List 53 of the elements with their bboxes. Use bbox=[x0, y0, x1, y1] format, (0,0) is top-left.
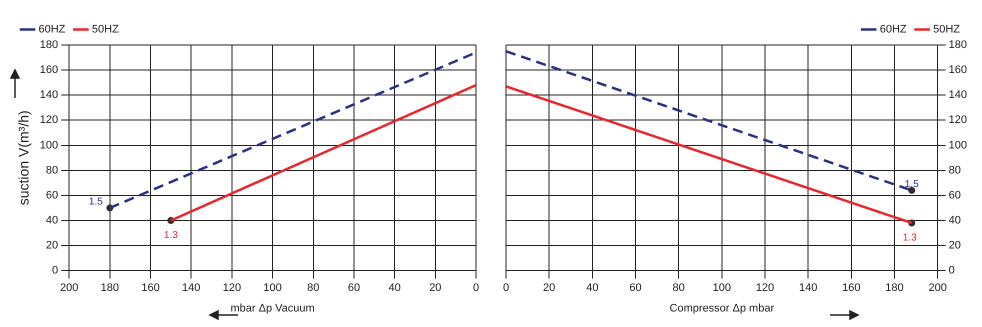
x-tick-label: 0 bbox=[502, 282, 510, 294]
x-axis-title: Compressor Δp mbar bbox=[670, 302, 774, 314]
x-tick-label: 60 bbox=[629, 282, 642, 294]
x-tick-label: 100 bbox=[712, 282, 732, 294]
y-tick-label: 40 bbox=[948, 214, 961, 226]
x-tick-label: 40 bbox=[388, 282, 401, 294]
x-tick-label: 140 bbox=[798, 282, 818, 294]
x-tick-label: 0 bbox=[472, 282, 480, 294]
annotation: 1.5 bbox=[904, 179, 920, 190]
x-tick-label: 160 bbox=[842, 282, 860, 294]
y-tick-label: 140 bbox=[40, 89, 58, 102]
legend-label: 50HZ bbox=[92, 24, 120, 36]
x-tick-label: 160 bbox=[141, 282, 160, 294]
x-tick-label: 20 bbox=[429, 282, 442, 294]
y-tick-label: 60 bbox=[46, 189, 58, 202]
legend-label: 60HZ bbox=[880, 24, 907, 36]
y-tick-label: 180 bbox=[40, 39, 58, 52]
annotation: 1.3 bbox=[902, 232, 918, 244]
x-tick-label: 100 bbox=[263, 282, 282, 294]
x-tick-label: 200 bbox=[60, 282, 78, 294]
y-tick-label: 120 bbox=[948, 114, 968, 126]
annotation: 1.3 bbox=[164, 230, 178, 242]
x-tick-label: 80 bbox=[672, 282, 685, 294]
x-tick-label: 120 bbox=[222, 282, 242, 294]
y-tick-label: 120 bbox=[40, 114, 58, 126]
annotation: 1.5 bbox=[88, 196, 104, 208]
y-tick-label: 140 bbox=[948, 89, 968, 102]
x-tick-label: 40 bbox=[586, 282, 598, 294]
legend-label: 50HZ bbox=[933, 24, 960, 36]
y-tick-label: 80 bbox=[948, 164, 961, 176]
x-tick-label: 180 bbox=[885, 282, 904, 294]
y-axis-title: suction V(m³/h) bbox=[15, 110, 32, 206]
x-tick-label: 180 bbox=[100, 282, 120, 294]
x-tick-label: 120 bbox=[756, 282, 774, 294]
x-tick-label: 60 bbox=[348, 282, 360, 294]
x-tick-label: 80 bbox=[307, 282, 320, 294]
y-tick-label: 160 bbox=[40, 64, 58, 76]
y-tick-label: 0 bbox=[52, 264, 58, 277]
y-tick-label: 100 bbox=[948, 139, 968, 152]
y-tick-label: 100 bbox=[40, 139, 58, 152]
legend-label: 60HZ bbox=[38, 24, 66, 36]
y-tick-label: 20 bbox=[46, 240, 58, 252]
y-tick-label: 60 bbox=[948, 189, 961, 202]
x-tick-label: 140 bbox=[182, 282, 200, 294]
y-tick-label: 80 bbox=[46, 164, 58, 176]
x-tick-label: 20 bbox=[543, 282, 556, 294]
x-axis-title: mbar Δp Vacuum bbox=[230, 302, 315, 314]
y-tick-label: 180 bbox=[948, 39, 968, 52]
y-tick-label: 160 bbox=[948, 64, 968, 76]
y-tick-label: 20 bbox=[948, 240, 961, 252]
y-tick-label: 0 bbox=[948, 264, 955, 277]
x-tick-label: 200 bbox=[928, 282, 947, 294]
y-tick-label: 40 bbox=[46, 214, 58, 226]
